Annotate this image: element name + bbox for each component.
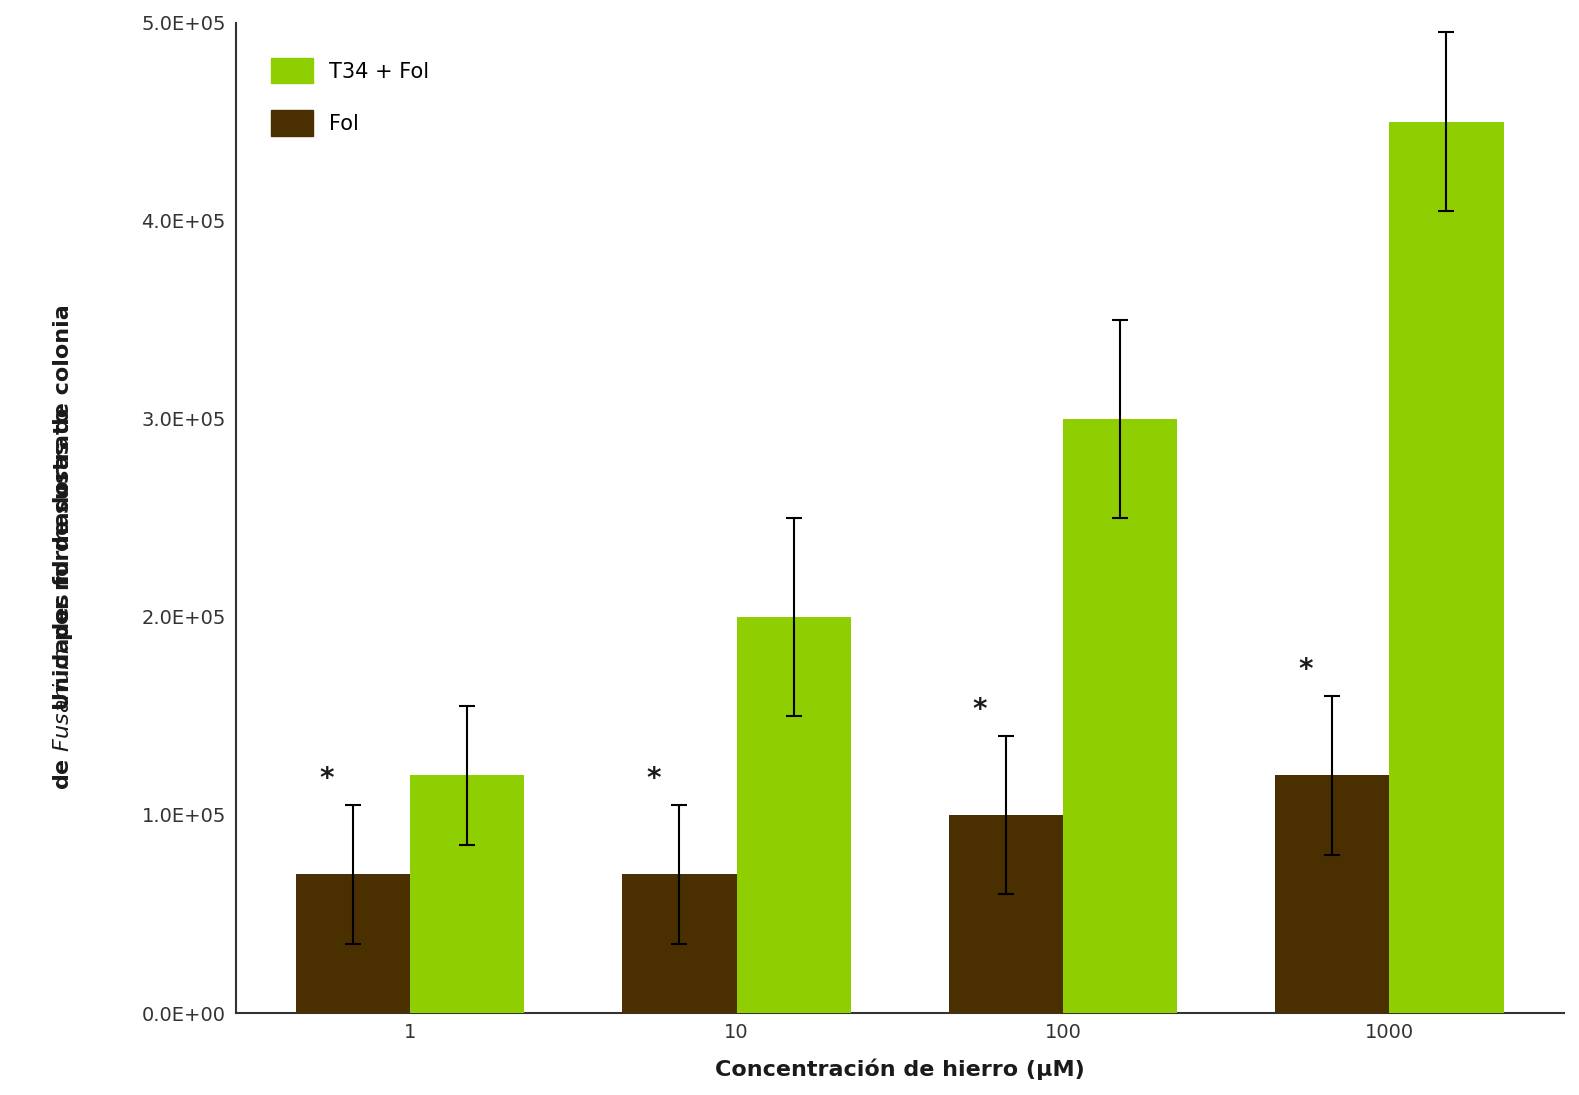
X-axis label: Concentración de hierro (μM): Concentración de hierro (μM) [715,1059,1085,1080]
Bar [1276,775,1390,1013]
Bar [411,775,524,1013]
Text: *: * [646,765,660,793]
Bar [949,815,1063,1013]
Text: Unidades formadoras de colonia: Unidades formadoras de colonia [54,304,73,710]
Bar [1063,418,1178,1013]
Bar [622,875,736,1013]
Text: *: * [1300,656,1314,684]
Bar [736,616,851,1013]
Legend: T34 + Fol, Fol: T34 + Fol, Fol [246,33,455,161]
Bar [1390,122,1503,1013]
Text: *: * [319,765,335,793]
Text: de $\it{Fusarium}$ por ml de sustrato: de $\it{Fusarium}$ por ml de sustrato [51,407,76,791]
Bar [295,875,411,1013]
Text: *: * [973,695,987,724]
